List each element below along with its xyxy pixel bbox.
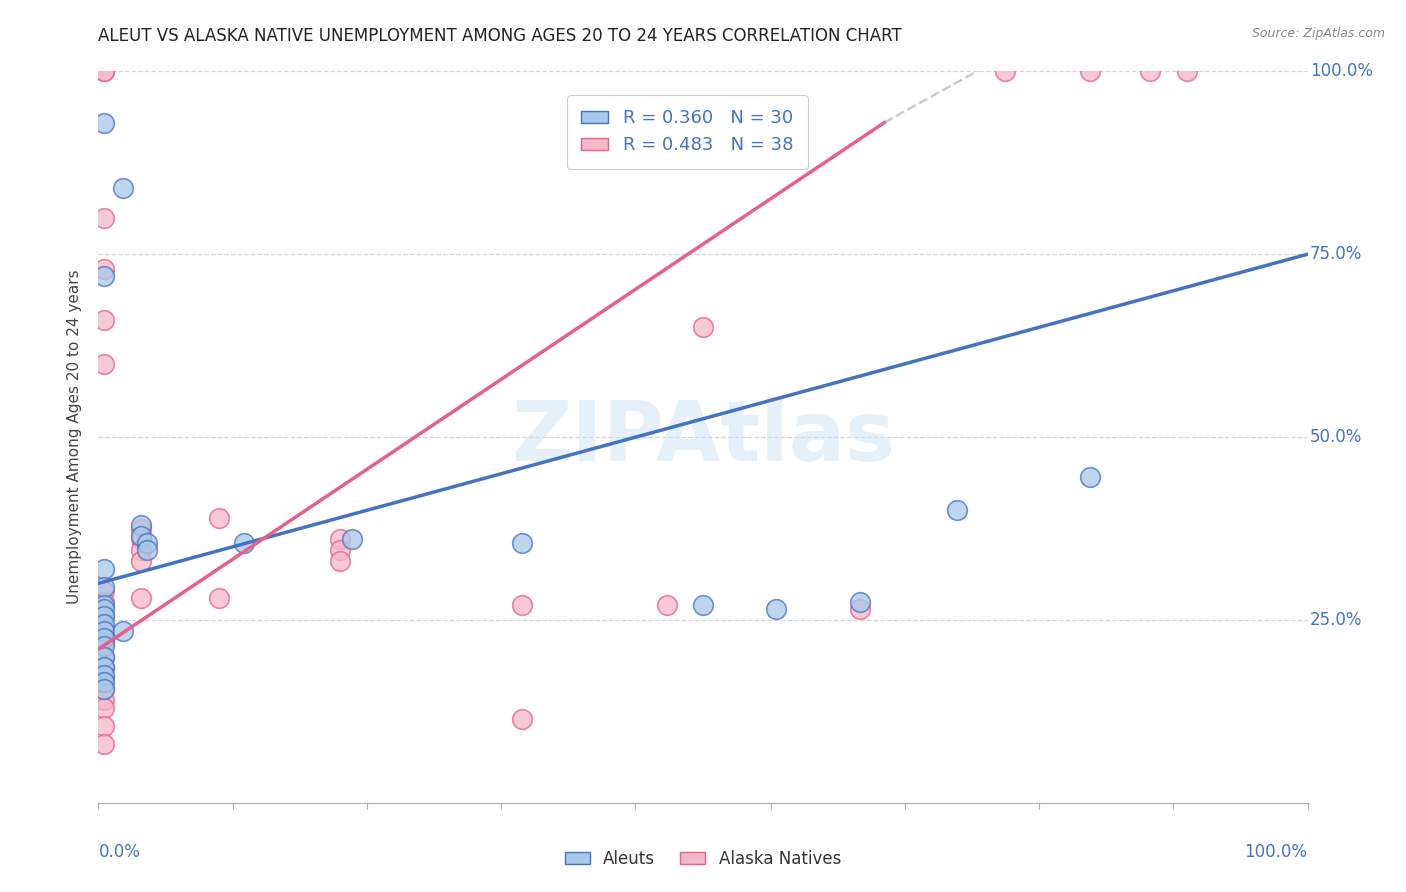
Point (93, 675, 115, 690)
Legend: R = 0.360   N = 30, R = 0.483   N = 38: R = 0.360 N = 30, R = 0.483 N = 38 (567, 95, 808, 169)
Point (510, 712, 533, 726)
Point (342, 533, 364, 547)
Point (994, 64, 1017, 78)
Point (93, 660, 115, 674)
Text: ALEUT VS ALASKA NATIVE UNEMPLOYMENT AMONG AGES 20 TO 24 YEARS CORRELATION CHART: ALEUT VS ALASKA NATIVE UNEMPLOYMENT AMON… (98, 27, 903, 45)
Point (93, 609, 115, 624)
Point (93, 269, 115, 284)
Point (93, 357, 115, 371)
Point (208, 510, 231, 524)
Point (129, 529, 152, 543)
Point (93, 211, 115, 225)
Point (208, 591, 231, 605)
Point (765, 602, 787, 616)
Point (849, 594, 872, 608)
Point (1175, 64, 1198, 78)
Point (849, 602, 872, 616)
Point (129, 591, 152, 605)
Point (329, 543, 352, 558)
Point (93, 580, 115, 594)
Point (93, 693, 115, 707)
Point (93, 667, 115, 681)
Point (329, 533, 352, 547)
Point (1139, 64, 1161, 78)
Point (93, 632, 115, 646)
Point (510, 599, 533, 613)
Point (692, 320, 714, 334)
Point (510, 536, 533, 550)
Point (93, 313, 115, 327)
Point (93, 737, 115, 751)
Point (692, 599, 714, 613)
Point (129, 533, 152, 547)
Point (93, 682, 115, 697)
Text: 100.0%: 100.0% (1244, 843, 1308, 861)
Point (135, 543, 157, 558)
Point (129, 543, 152, 558)
Point (111, 624, 134, 638)
Text: 25.0%: 25.0% (1310, 611, 1362, 629)
Legend: Aleuts, Alaska Natives: Aleuts, Alaska Natives (558, 844, 848, 875)
Point (93, 602, 115, 616)
Point (93, 682, 115, 697)
Point (93, 624, 115, 638)
Text: ZIPAtlas: ZIPAtlas (510, 397, 896, 477)
Text: 100.0%: 100.0% (1310, 62, 1374, 80)
Point (93, 672, 115, 686)
Point (946, 503, 969, 517)
Point (135, 536, 157, 550)
Point (129, 554, 152, 568)
Point (129, 521, 152, 535)
Text: 50.0%: 50.0% (1310, 428, 1362, 446)
Point (93, 639, 115, 653)
Point (93, 609, 115, 624)
Point (93, 635, 115, 649)
Point (93, 64, 115, 78)
Point (129, 517, 152, 532)
Point (1078, 64, 1101, 78)
Point (93, 660, 115, 674)
Point (111, 181, 134, 195)
Text: Source: ZipAtlas.com: Source: ZipAtlas.com (1251, 27, 1385, 40)
Point (329, 554, 352, 568)
Point (93, 700, 115, 714)
Point (93, 616, 115, 631)
Point (1078, 470, 1101, 484)
Point (93, 583, 115, 598)
Point (93, 599, 115, 613)
Point (93, 594, 115, 608)
Point (93, 620, 115, 634)
Text: 0.0%: 0.0% (98, 843, 141, 861)
Y-axis label: Unemployment Among Ages 20 to 24 years: Unemployment Among Ages 20 to 24 years (67, 269, 83, 605)
Point (93, 649, 115, 664)
Point (93, 64, 115, 78)
Point (232, 536, 254, 550)
Point (93, 562, 115, 576)
Point (93, 649, 115, 664)
Point (93, 261, 115, 276)
Point (655, 599, 678, 613)
Text: 75.0%: 75.0% (1310, 245, 1362, 263)
Point (93, 115, 115, 129)
Point (93, 719, 115, 733)
